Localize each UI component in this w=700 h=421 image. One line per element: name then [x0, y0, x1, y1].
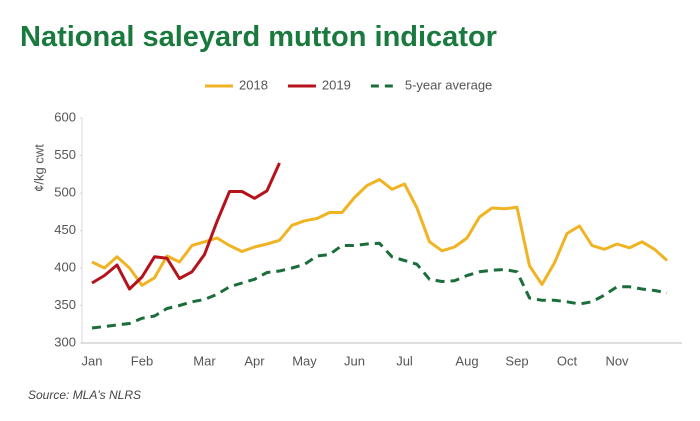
x-tick-label: Apr: [244, 353, 265, 368]
legend-label: 2019: [322, 77, 351, 92]
y-tick-label: 350: [54, 297, 76, 312]
y-tick-label: 400: [54, 259, 76, 274]
series-line: [91, 241, 668, 330]
y-tick-label: 550: [54, 147, 76, 162]
y-tick-label: 600: [54, 109, 76, 124]
x-tick-label: Aug: [455, 353, 478, 368]
y-tick-label: 300: [54, 334, 76, 349]
y-tick-label: 450: [54, 222, 76, 237]
series-line: [91, 178, 669, 287]
x-tick-label: Sep: [505, 353, 528, 368]
x-tick-label: Oct: [557, 353, 578, 368]
x-tick-label: Nov: [605, 353, 629, 368]
x-tick-label: Jan: [82, 353, 103, 368]
x-tick-label: May: [292, 353, 317, 368]
source-note: Source: MLA's NLRS: [28, 388, 141, 402]
x-tick-label: Jul: [396, 353, 413, 368]
y-axis-label: ¢/kg cwt: [31, 144, 46, 192]
series-line: [91, 162, 281, 291]
legend-label: 2018: [239, 77, 268, 92]
chart-title: National saleyard mutton indicator: [20, 21, 497, 53]
legend-label: 5-year average: [405, 77, 492, 92]
x-tick-label: Jun: [344, 353, 365, 368]
x-tick-label: Mar: [193, 353, 216, 368]
x-tick-label: Feb: [131, 353, 153, 368]
y-tick-label: 500: [54, 184, 76, 199]
